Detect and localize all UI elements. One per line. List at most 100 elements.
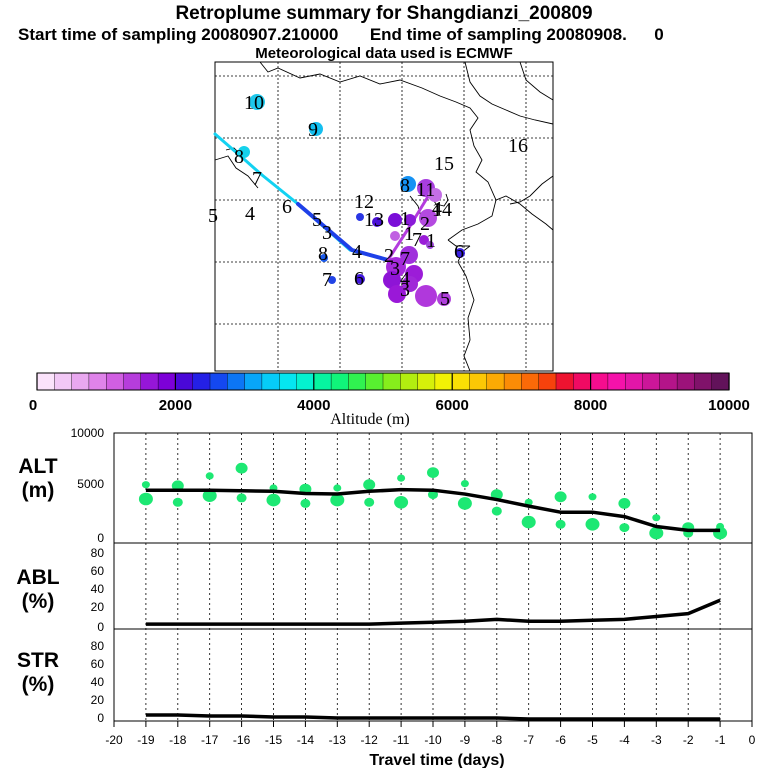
colorbar-cell: [642, 372, 661, 391]
colorbar-cell: [140, 372, 159, 391]
x-tick--3: -3: [651, 733, 662, 747]
map-particle-dot: [415, 285, 437, 307]
alt-scatter-point: [236, 493, 247, 503]
map-day-label: 3: [400, 279, 410, 301]
map-particle-dot: [238, 146, 250, 158]
abl-panel-label: ABL (%): [8, 566, 68, 614]
colorbar-cell: [486, 372, 505, 391]
alt-scatter-point: [397, 474, 406, 482]
colorbar-cell: [157, 372, 177, 391]
colorbar-cell: [54, 372, 73, 391]
map-particle-dot: [249, 94, 265, 110]
colorbar-cell: [36, 372, 55, 391]
colorbar-cell: [296, 372, 315, 391]
colorbar-cell: [279, 372, 298, 391]
x-tick--11: -11: [393, 733, 410, 747]
alt-scatter-point: [554, 491, 567, 503]
map-day-label: 6: [282, 196, 292, 218]
alt-scatter-point: [491, 506, 502, 516]
colorbar-cell: [88, 372, 107, 391]
map-day-label: 5: [440, 288, 450, 310]
alt-scatter-point: [619, 523, 630, 533]
str-series-line: [145, 713, 721, 721]
alt-scatter-point: [427, 467, 439, 478]
map-day-label: 9: [308, 119, 318, 141]
colorbar-tick-10000: 10000: [708, 397, 750, 414]
colorbar-axis-label: Altitude (m): [330, 411, 410, 428]
map-particle-dot: [428, 188, 442, 202]
map-day-label: 1: [400, 208, 410, 230]
map-particle-dots: [238, 94, 465, 307]
colorbar-cell: [452, 372, 471, 391]
abl-label-line2: (%): [21, 590, 55, 613]
x-tick--14: -14: [297, 733, 315, 747]
colorbar-cell: [313, 372, 332, 391]
alt-scatter-point: [428, 490, 438, 500]
colorbar-cell: [192, 372, 211, 391]
map-day-label: 1: [404, 223, 414, 245]
x-tick--4: -4: [619, 733, 630, 747]
alt-label-line1: ALT: [18, 455, 58, 478]
alt-scatter-point: [652, 514, 661, 522]
colorbar-cell: [123, 372, 142, 391]
x-tick--20: -20: [105, 733, 123, 747]
x-tick--18: -18: [169, 733, 187, 747]
alt-scatter-point: [363, 479, 376, 491]
alt-scatter-marks: [138, 462, 728, 540]
alt-scatter-point: [172, 497, 183, 507]
end-time-suffix: 0: [654, 25, 664, 44]
map-day-label: 4: [432, 198, 442, 220]
map-day-label: 6: [454, 241, 464, 263]
map-particle-dot: [390, 231, 400, 241]
map-particle-dot: [455, 248, 465, 258]
colorbar-cell: [555, 372, 574, 391]
map-day-label: 7: [322, 269, 332, 291]
map-day-label: 5: [208, 205, 218, 227]
map-day-label: 5: [312, 209, 322, 231]
abl-label-line1: ABL: [16, 566, 60, 589]
alt-scatter-point: [460, 480, 469, 488]
map-particle-dot: [437, 292, 451, 306]
map-frame: [214, 61, 554, 372]
map-day-label: 2: [384, 245, 394, 267]
map-day-label: 7: [252, 168, 262, 190]
map-day-label: 14: [432, 199, 452, 221]
alt-scatter-point: [235, 462, 248, 474]
colorbar-cell: [676, 372, 695, 391]
colorbar-cell: [71, 372, 90, 391]
alt-tick-0: 0: [97, 531, 104, 545]
alt-scatter-point: [521, 515, 536, 529]
x-tick--13: -13: [329, 733, 347, 747]
colorbar-cell: [417, 372, 436, 391]
map-day-label: 8: [318, 243, 328, 265]
map-day-label: 11: [416, 179, 435, 201]
alt-scatter-point: [300, 498, 311, 508]
str-y-ticks: 80 60 40 20 0: [91, 639, 105, 725]
x-tick--8: -8: [491, 733, 502, 747]
x-tick--7: -7: [523, 733, 534, 747]
abl-tick-40: 40: [91, 582, 105, 596]
colorbar-cell: [175, 372, 194, 391]
alt-label-line2: (m): [21, 479, 55, 502]
str-tick-0: 0: [97, 711, 104, 725]
str-tick-80: 80: [91, 639, 105, 653]
alt-scatter-point: [202, 489, 217, 503]
time-series-panels: 10000 5000 0 80 60 40 20 0 80 60 40 20 0…: [71, 426, 756, 768]
x-tick--5: -5: [587, 733, 598, 747]
colorbar-cell: [659, 372, 678, 391]
map-particle-dot: [328, 276, 336, 284]
x-tick-0: 0: [749, 733, 756, 747]
alt-series-line: [145, 487, 721, 533]
map-particle-dot: [402, 276, 418, 292]
alt-panel-label: ALT (m): [8, 455, 68, 503]
colorbar-tick-8000: 8000: [574, 397, 607, 414]
map-particle-dot: [355, 274, 365, 284]
map-day-label: 8: [400, 175, 410, 197]
colorbar-tick-6000: 6000: [436, 397, 469, 414]
map-particle-dot: [419, 235, 429, 245]
x-tick--10: -10: [424, 733, 442, 747]
alt-y-ticks: 10000 5000 0: [71, 426, 105, 545]
abl-y-ticks: 80 60 40 20 0: [91, 546, 105, 634]
